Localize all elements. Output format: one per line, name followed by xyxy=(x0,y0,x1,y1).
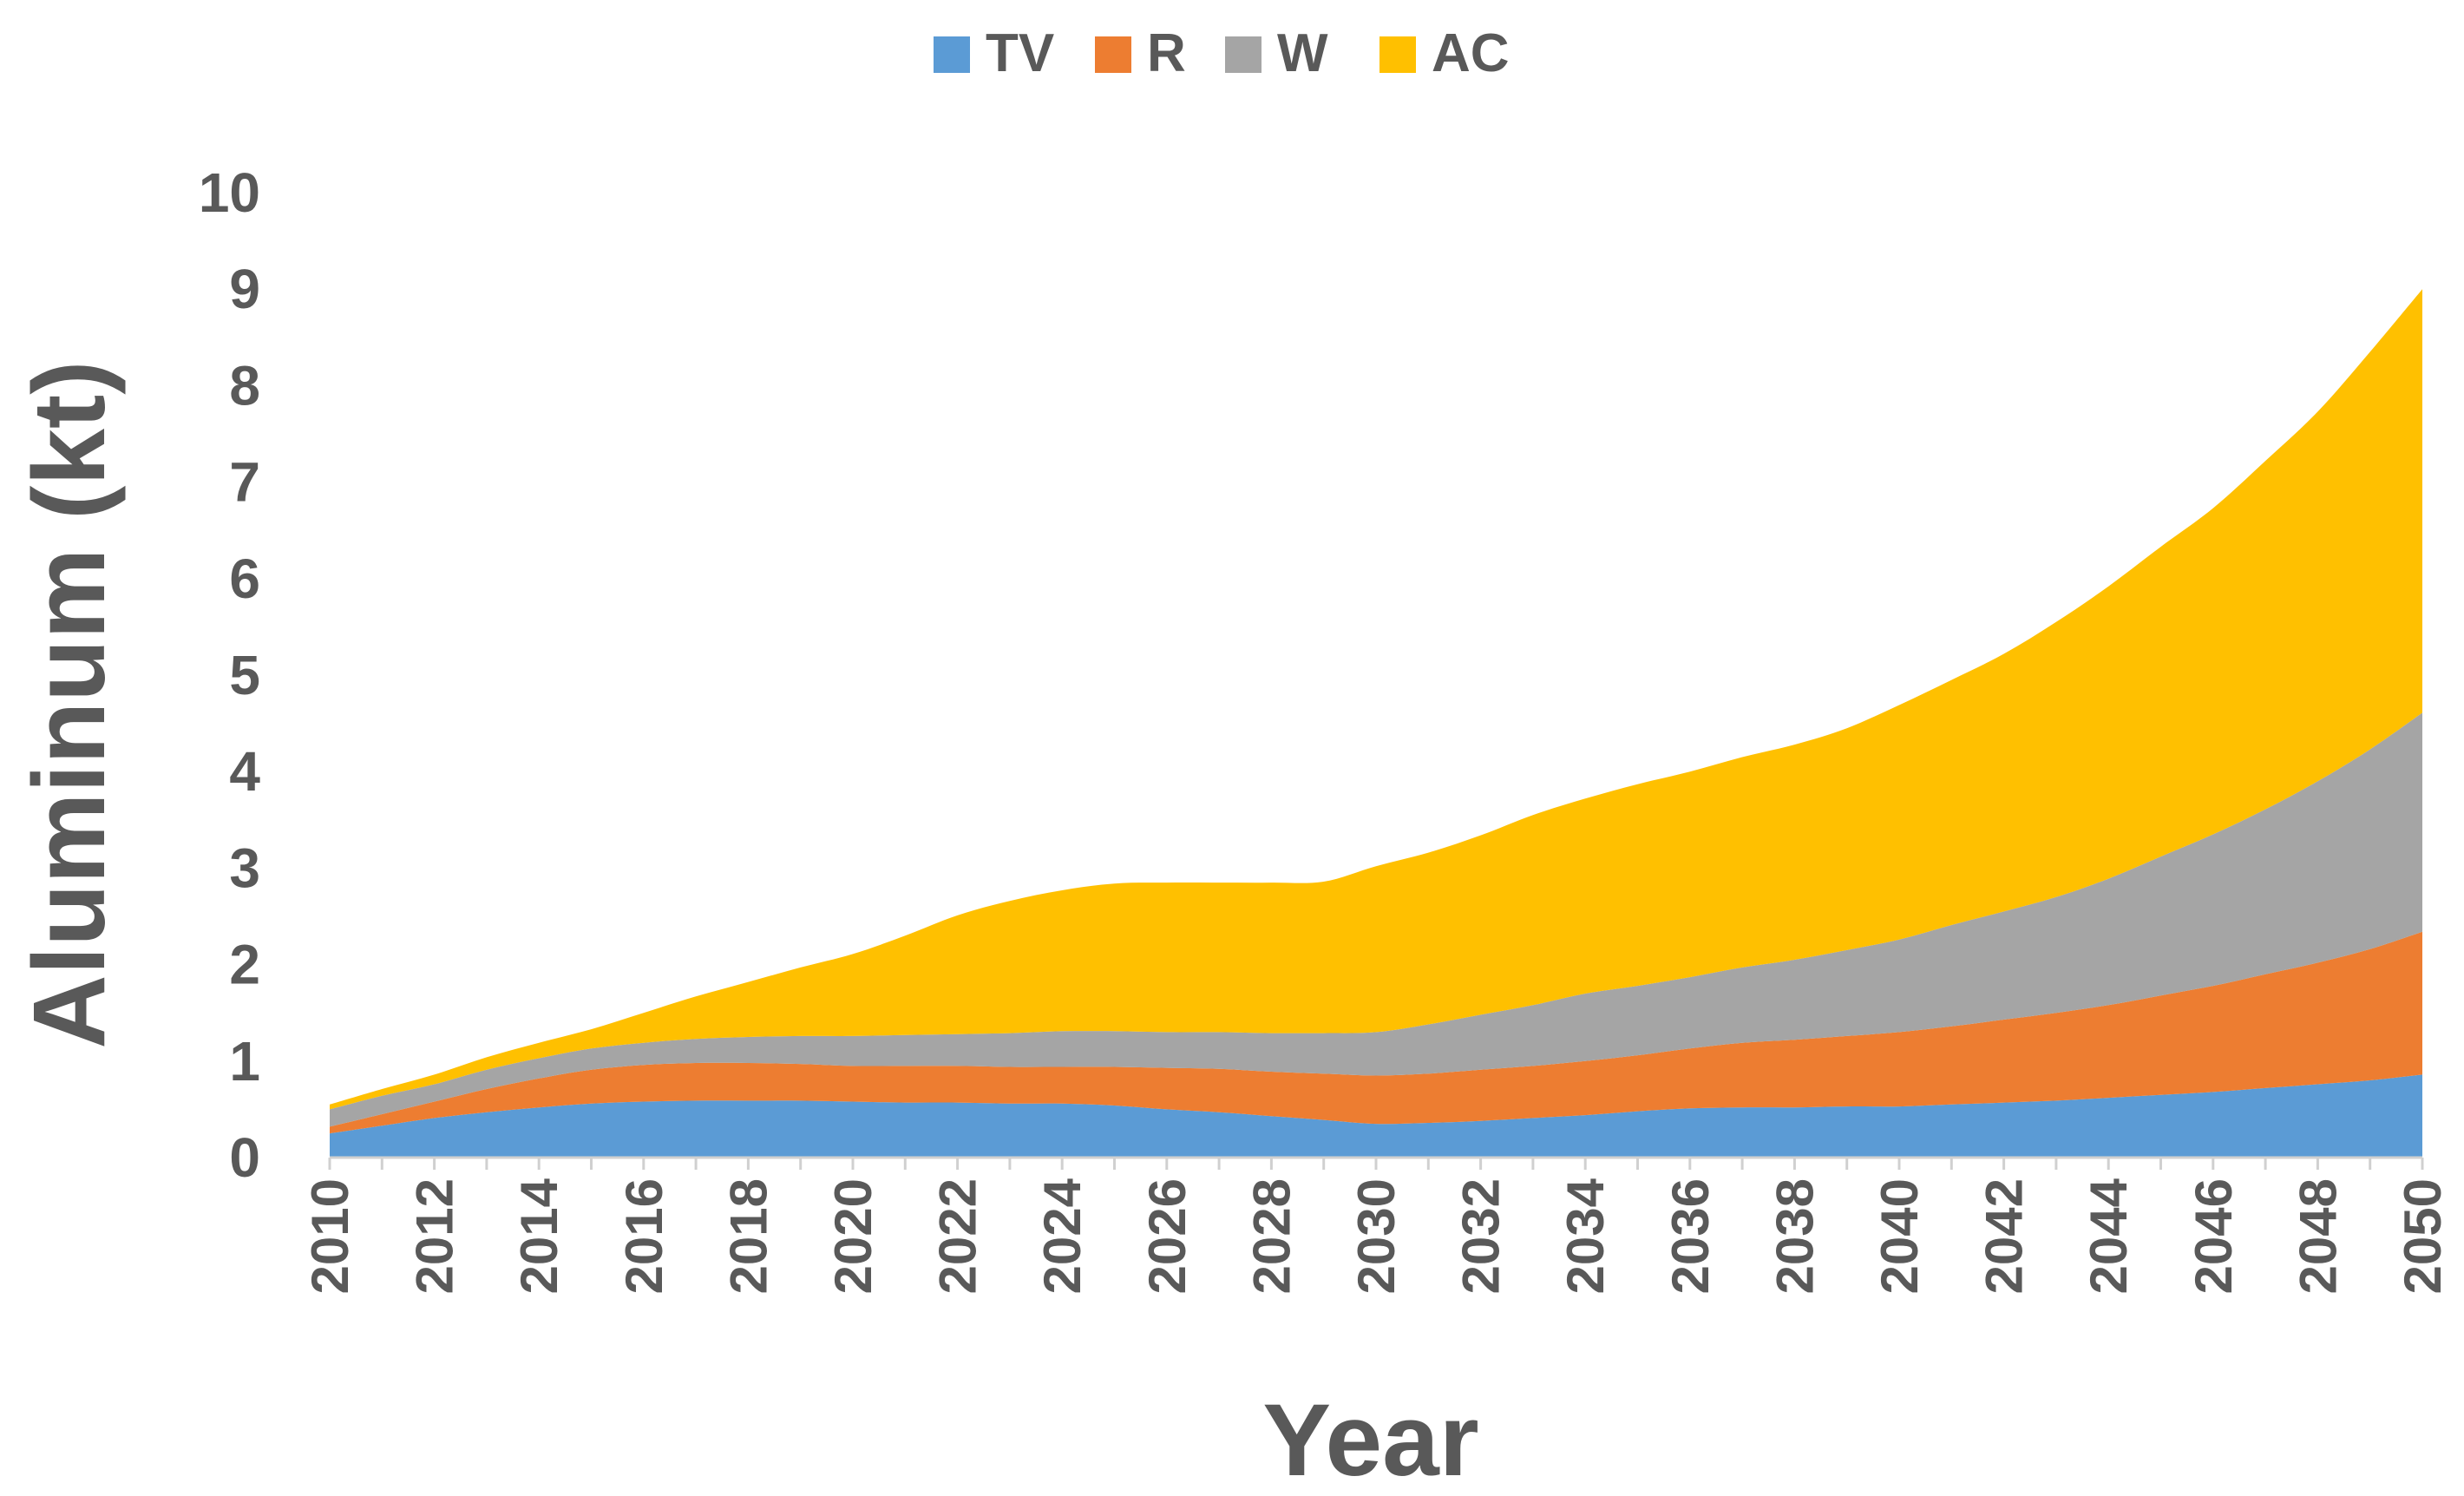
legend: TV R W AC xyxy=(934,23,1510,83)
x-tick-label: 2044 xyxy=(2080,1178,2138,1294)
axes: 0 1 2 3 4 5 6 7 8 9 10 2010 2012 2014 2016 2018 2020 2022… xyxy=(199,161,2452,1294)
y-tick-label: 9 xyxy=(229,258,260,320)
y-tick-label: 10 xyxy=(199,161,260,224)
x-tick-label: 2030 xyxy=(1347,1178,1406,1294)
x-tick-label: 2010 xyxy=(301,1178,359,1294)
plot-area xyxy=(330,289,2422,1158)
y-tick-label: 1 xyxy=(229,1030,260,1092)
x-tick-label: 2024 xyxy=(1033,1178,1091,1294)
y-tick-label: 6 xyxy=(229,548,260,610)
x-tick-label: 2042 xyxy=(1976,1178,2034,1294)
x-tick-label: 2014 xyxy=(510,1178,568,1294)
x-tick-label: 2038 xyxy=(1766,1178,1824,1294)
x-tick-label: 2050 xyxy=(2394,1178,2452,1294)
area-w xyxy=(330,712,2422,1127)
y-tick-label: 8 xyxy=(229,354,260,417)
y-axis-title: Aluminum (kt) xyxy=(12,360,127,1048)
x-tick-label: 2036 xyxy=(1661,1178,1720,1294)
x-tick-label: 2046 xyxy=(2185,1178,2243,1294)
legend-label-r: R xyxy=(1147,23,1186,83)
legend-label-tv: TV xyxy=(986,23,1054,83)
legend-swatch-w xyxy=(1225,36,1261,73)
y-tick-label: 4 xyxy=(229,740,260,803)
x-tick-label: 2026 xyxy=(1138,1178,1196,1294)
x-tick-label: 2032 xyxy=(1452,1178,1511,1294)
y-tick-label: 7 xyxy=(229,451,260,514)
y-tick-label: 3 xyxy=(229,837,260,899)
y-tick-label: 5 xyxy=(229,644,260,706)
y-tick-label: 0 xyxy=(229,1126,260,1189)
x-tick-label: 2048 xyxy=(2289,1178,2347,1294)
x-tick-label: 2022 xyxy=(929,1178,987,1294)
x-tick-label: 2028 xyxy=(1242,1178,1301,1294)
area-ac xyxy=(330,289,2422,1110)
x-tick-label: 2016 xyxy=(615,1178,673,1294)
legend-swatch-ac xyxy=(1379,36,1416,73)
legend-swatch-tv xyxy=(934,36,970,73)
x-tick-label: 2018 xyxy=(719,1178,777,1294)
x-tick-label: 2034 xyxy=(1556,1178,1615,1294)
x-tick-label: 2020 xyxy=(824,1178,882,1294)
area-r xyxy=(330,931,2422,1134)
x-axis-title: Year xyxy=(1262,1383,1478,1496)
x-tick-label: 2012 xyxy=(406,1178,464,1294)
y-tick-label: 2 xyxy=(229,934,260,996)
legend-label-w: W xyxy=(1277,23,1328,83)
area-tv xyxy=(330,1074,2422,1158)
x-tick-label: 2040 xyxy=(1871,1178,1929,1294)
legend-label-ac: AC xyxy=(1432,23,1510,83)
legend-swatch-r xyxy=(1095,36,1131,73)
